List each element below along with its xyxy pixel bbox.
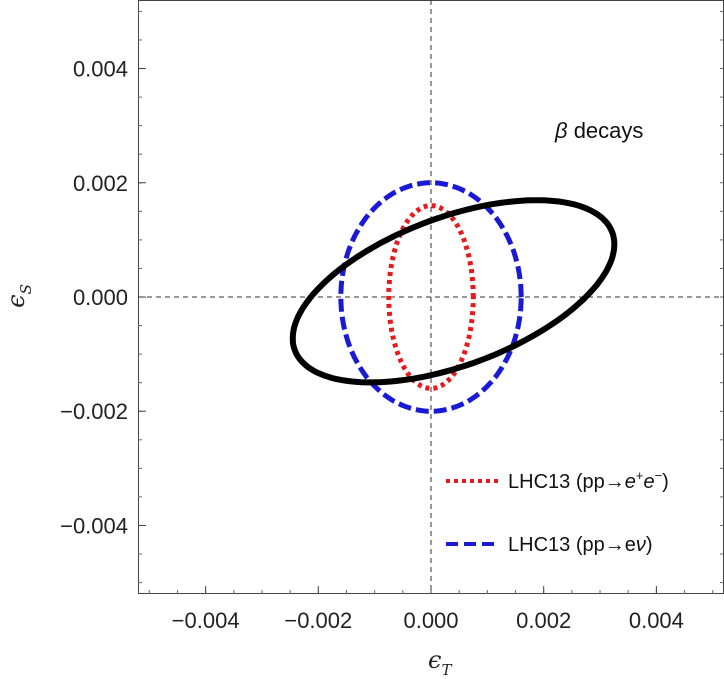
x-tick-label: 0.002 — [516, 608, 571, 633]
x-tick-labels: −0.004 −0.002 0.000 0.002 0.004 — [172, 608, 684, 633]
minor-ticks — [138, 10, 724, 594]
ellipse-beta-decays — [289, 197, 618, 386]
legend: LHC13 (pp→e+e−) LHC13 (pp→eν) — [446, 468, 669, 556]
x-tick-label: 0.004 — [629, 608, 684, 633]
x-tick-label: −0.002 — [284, 608, 352, 633]
major-ticks — [138, 68, 657, 594]
y-tick-label: 0.004 — [73, 57, 128, 82]
beta-decays-annotation: β decays — [554, 118, 643, 143]
ellipse-lhc13-enu — [338, 180, 524, 414]
y-tick-labels: 0.004 0.002 0.000 −0.002 −0.004 — [60, 57, 128, 539]
y-tick-label: −0.002 — [60, 399, 128, 424]
x-axis-title: ϵT — [428, 646, 452, 679]
series-layer — [289, 180, 618, 414]
legend-label-lhc13-enu: LHC13 (pp→eν) — [508, 534, 653, 556]
y-axis-title: ϵS — [2, 284, 35, 308]
ellipse-lhc13-ee — [386, 203, 476, 391]
y-tick-label: 0.000 — [73, 285, 128, 310]
legend-label-lhc13-ee: LHC13 (pp→e+e−) — [508, 468, 669, 493]
x-tick-label: −0.004 — [172, 608, 240, 633]
y-tick-label: −0.004 — [60, 513, 128, 538]
x-tick-label: 0.000 — [403, 608, 458, 633]
y-tick-label: 0.002 — [73, 171, 128, 196]
